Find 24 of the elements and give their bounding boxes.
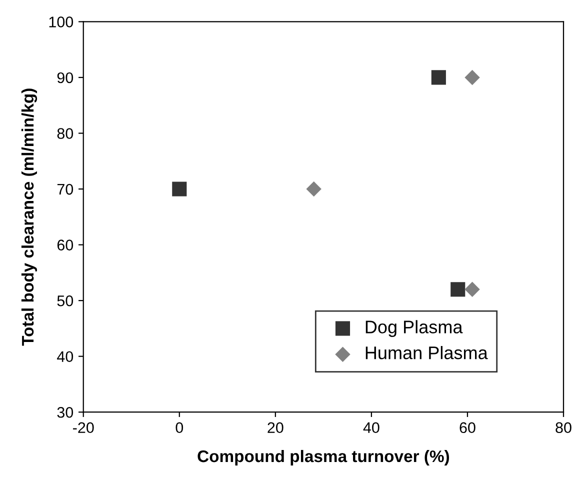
x-axis-title: Compound plasma turnover (%) bbox=[198, 450, 450, 466]
y-tick-label: 30 bbox=[57, 406, 74, 418]
legend-label: Dog Plasma bbox=[366, 320, 463, 337]
x-tick-label: 60 bbox=[460, 422, 476, 434]
x-tick-label: -20 bbox=[73, 422, 94, 434]
x-tick-label: 80 bbox=[556, 422, 572, 434]
y-tick-label: 80 bbox=[57, 128, 74, 139]
y-tick-label: 50 bbox=[57, 295, 74, 306]
y-tick-label: 90 bbox=[57, 72, 74, 84]
point bbox=[172, 182, 187, 196]
point bbox=[450, 282, 466, 297]
y-tick-label: 60 bbox=[57, 240, 74, 250]
x-tick-label: 20 bbox=[268, 422, 284, 434]
point bbox=[306, 181, 322, 197]
y-tick-label: 40 bbox=[57, 351, 74, 362]
y-tick-label: 70 bbox=[57, 184, 74, 195]
point bbox=[431, 70, 446, 85]
point bbox=[464, 70, 480, 86]
point bbox=[464, 282, 480, 298]
legend-label: Human Plasma bbox=[366, 346, 488, 360]
x-tick-label: 0 bbox=[176, 422, 184, 434]
x-tick-label: 40 bbox=[363, 422, 380, 434]
y-axis-title: Total body clearance (ml/min/kg) bbox=[21, 88, 38, 346]
y-tick-label: 100 bbox=[49, 16, 74, 28]
